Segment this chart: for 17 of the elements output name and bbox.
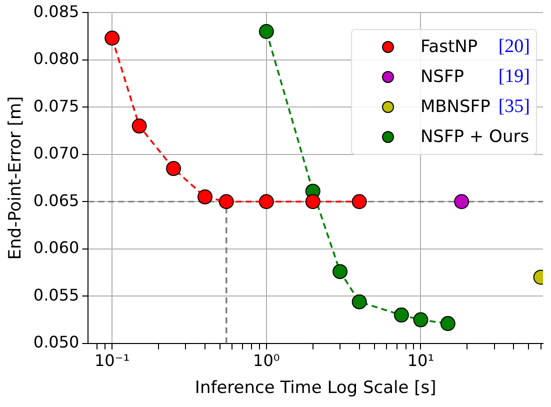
y-tick-label: 0.060 <box>33 238 80 258</box>
x-axis-title: Inference Time Log Scale [s] <box>194 378 436 398</box>
y-axis-title: End-Point-Error [m] <box>6 96 26 260</box>
legend-label: NSFP + Ours <box>420 127 530 147</box>
x-tick-label: 10⁰ <box>253 351 280 370</box>
y-tick-label: 0.085 <box>33 2 80 21</box>
x-tick-label: 10⁻¹ <box>94 351 130 370</box>
y-tick-label: 0.050 <box>33 332 80 352</box>
x-tick-label: 10¹ <box>407 351 434 370</box>
y-tick-label: 0.075 <box>33 96 80 116</box>
legend-label: MBNSFP [35] <box>420 96 530 118</box>
y-tick-label: 0.080 <box>33 49 80 68</box>
y-tick-label: 0.070 <box>33 144 80 163</box>
y-tick-label: 0.055 <box>33 285 80 304</box>
text: NSFP [19] <box>420 66 530 87</box>
text: FastNP [20] <box>420 36 530 57</box>
y-tick-label: 0.065 <box>33 190 80 210</box>
